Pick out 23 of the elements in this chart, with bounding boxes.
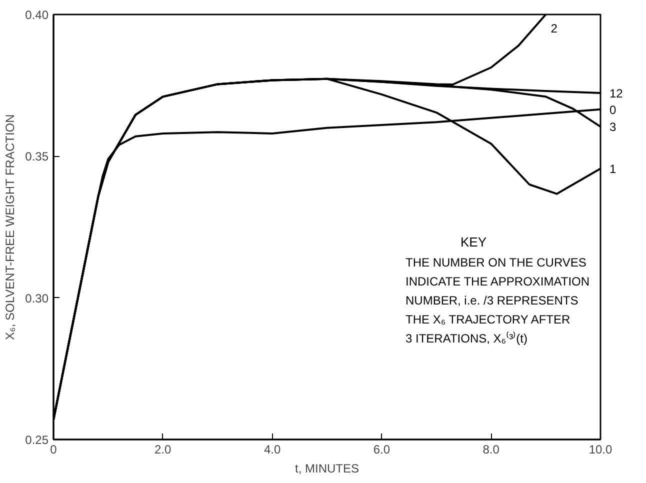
annotation: THE NUMBER ON THE CURVES bbox=[406, 256, 586, 270]
y-axis-title: X₆, SOLVENT-FREE WEIGHT FRACTION bbox=[3, 114, 18, 340]
series-label: 3 bbox=[610, 120, 616, 134]
y-tick-label: 0.35 bbox=[25, 150, 49, 164]
y-tick-label: 0.30 bbox=[25, 291, 49, 306]
series-label: 12 bbox=[610, 86, 624, 100]
annotation: INDICATE THE APPROXIMATION bbox=[406, 274, 590, 288]
x-axis-title: t, MINUTES bbox=[295, 462, 360, 476]
y-tick-label: 0.25 bbox=[25, 433, 49, 447]
series-label: 1 bbox=[610, 162, 616, 176]
x-tick-label: 0 bbox=[50, 442, 58, 456]
annotation: 3 ITERATIONS, X₆⁽³⁾(t) bbox=[406, 332, 528, 346]
annotation: THE X₆ TRAJECTORY AFTER bbox=[406, 312, 570, 326]
y-tick-label: 0.40 bbox=[25, 8, 49, 22]
annotation: NUMBER, i.e. /3 REPRESENTS bbox=[406, 294, 578, 308]
x-tick-label: 4.0 bbox=[264, 442, 281, 456]
series-label: 0 bbox=[610, 102, 616, 117]
x-tick-label: 8.0 bbox=[482, 442, 500, 456]
series-label: 2 bbox=[550, 22, 558, 36]
x-tick-label: 10.0 bbox=[588, 442, 613, 456]
x-tick-label: 6.0 bbox=[373, 442, 390, 456]
x-tick-label: 2.0 bbox=[154, 442, 172, 456]
annotation: KEY bbox=[460, 234, 487, 250]
